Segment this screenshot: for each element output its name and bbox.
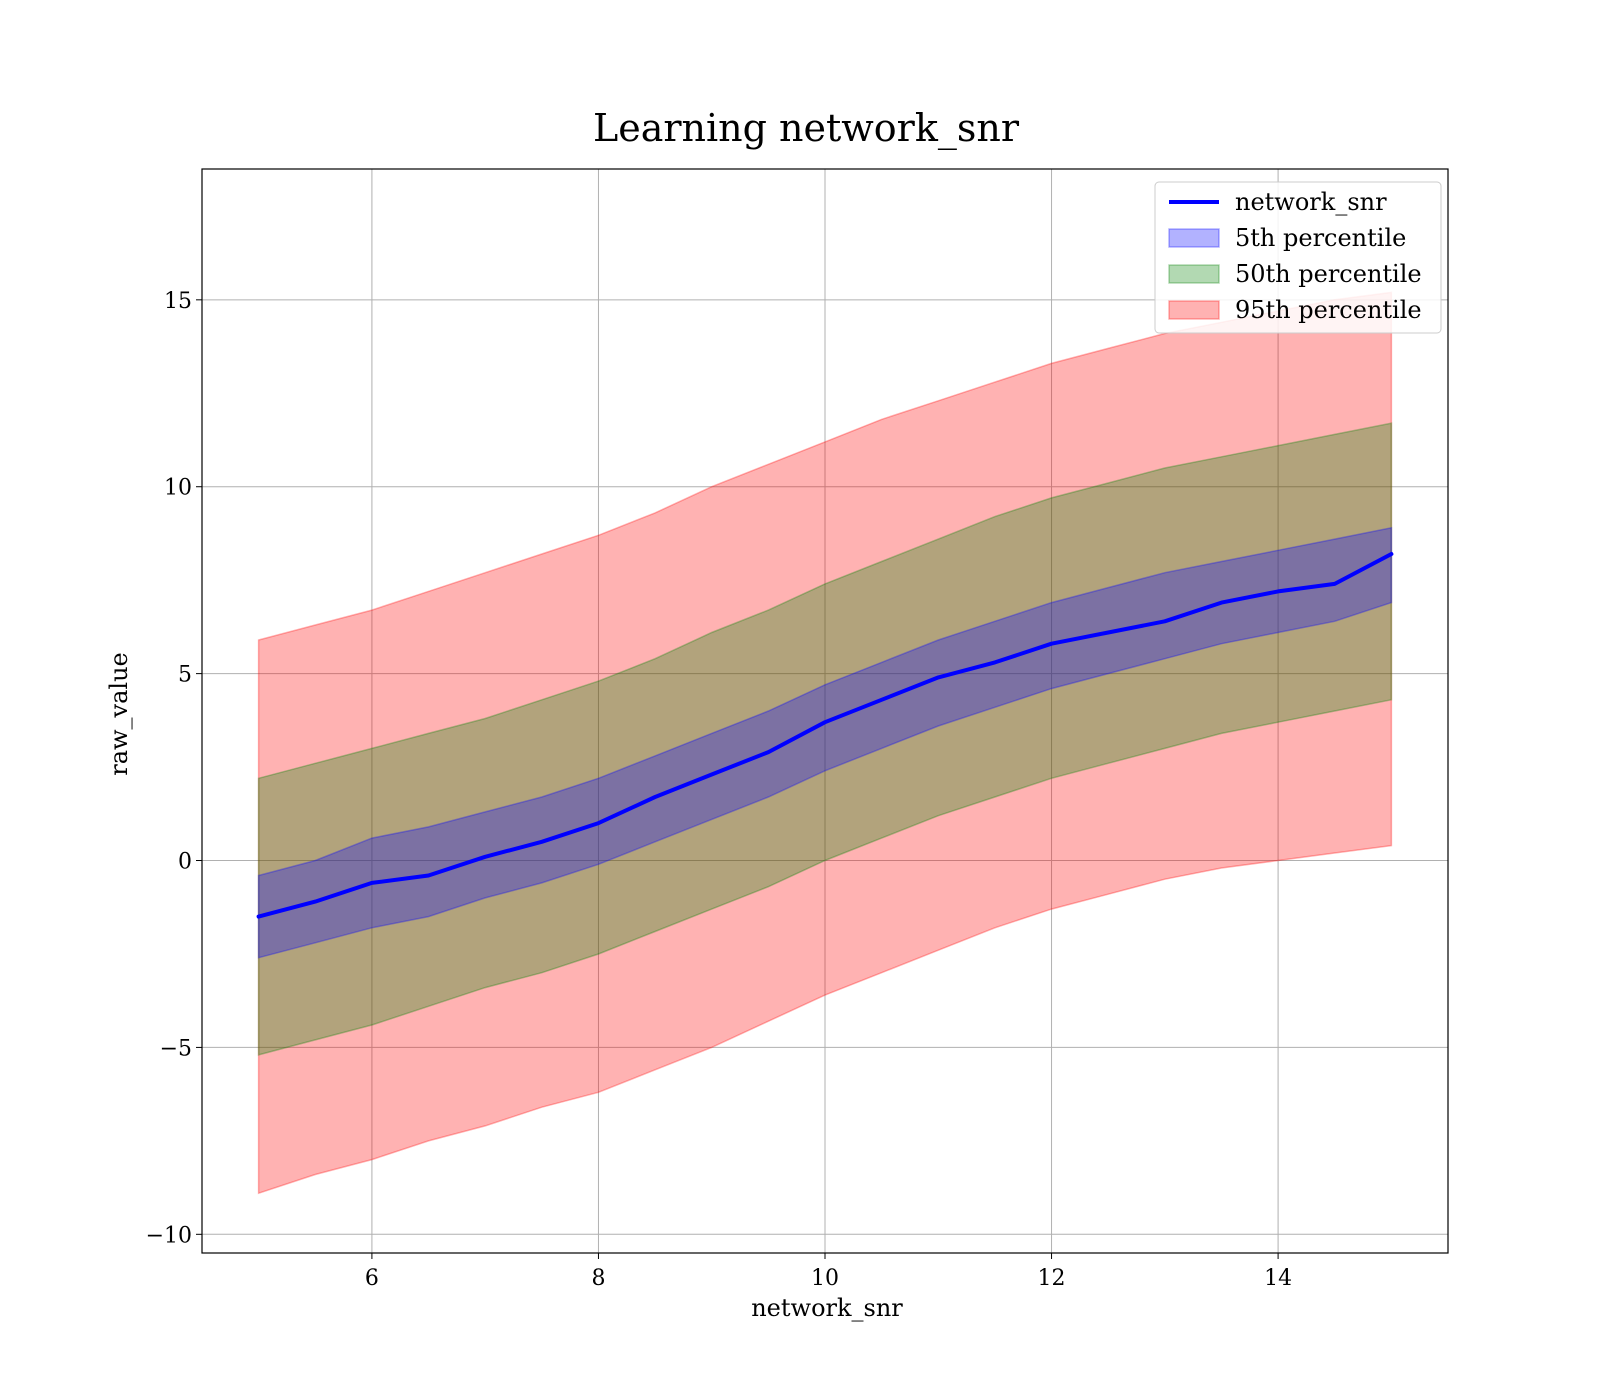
- band-5th-percentile: [257, 526, 1393, 959]
- y-tick-label: 0: [178, 850, 192, 875]
- grid: [202, 169, 1448, 1253]
- series-lines: [256, 552, 1394, 919]
- band-50th-percentile: [257, 422, 1393, 1056]
- y-tick-label: −10: [146, 1223, 192, 1248]
- x-tick-label: 8: [591, 1266, 605, 1291]
- y-tick-label: 10: [164, 476, 192, 501]
- chart-title: Learning network_snr: [593, 106, 1020, 151]
- x-tick-label: 14: [1264, 1266, 1292, 1291]
- band-95th-percentile: [257, 291, 1393, 1195]
- y-tick-label: 15: [164, 289, 192, 314]
- legend: network_snr 5th percentile 50th percentile…: [1154, 181, 1442, 334]
- legend-label-95th-percentile: 95th percentile: [1235, 296, 1422, 324]
- legend-label-5th-percentile: 5th percentile: [1235, 224, 1406, 252]
- x-axis-label: network_snr: [751, 1294, 903, 1322]
- y-tick-label: 5: [178, 663, 192, 688]
- legend-box: [1154, 181, 1442, 334]
- y-axis-label: raw_value: [105, 652, 133, 776]
- x-tick-label: 6: [365, 1266, 379, 1291]
- x-tick-label: 12: [1038, 1266, 1066, 1291]
- legend-swatch-95th-percentile: [1168, 300, 1220, 320]
- legend-label-50th-percentile: 50th percentile: [1235, 260, 1422, 288]
- percentile-bands: [257, 291, 1393, 1195]
- y-tick-label: −5: [160, 1036, 192, 1061]
- x-tick-label: 10: [811, 1266, 839, 1291]
- y-axis-ticks: −10 −5 0 5 10 15: [146, 289, 202, 1248]
- x-axis-ticks: 6 8 10 12 14: [365, 1253, 1292, 1291]
- legend-swatch-5th-percentile: [1168, 228, 1220, 248]
- legend-label-network_snr: network_snr: [1235, 188, 1387, 216]
- legend-swatch-50th-percentile: [1168, 264, 1220, 284]
- line-network_snr: [256, 552, 1394, 919]
